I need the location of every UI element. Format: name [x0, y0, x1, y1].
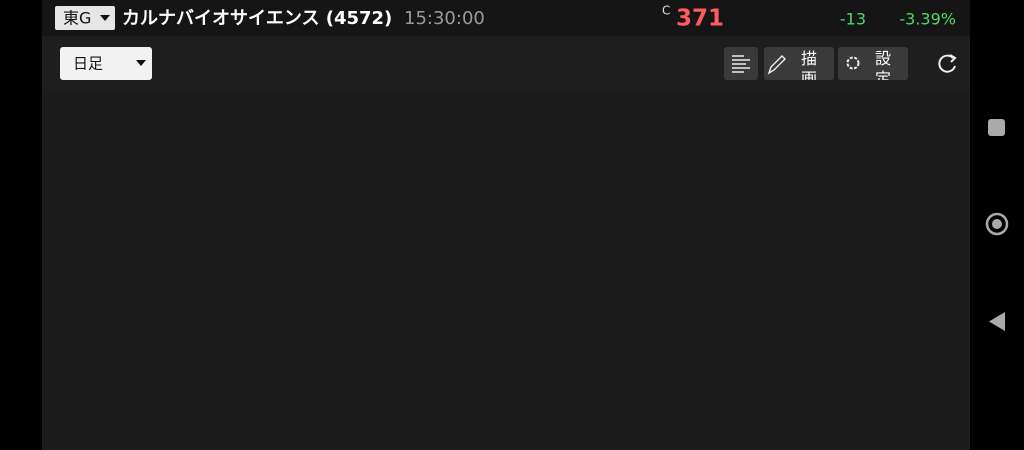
price: 371 — [676, 6, 724, 32]
nav-recents[interactable] — [988, 119, 1005, 136]
market: 東G — [63, 9, 91, 28]
draw-button[interactable] — [764, 47, 834, 80]
settings-label-group: 設定 — [875, 49, 891, 88]
header-bar — [42, 0, 970, 36]
nav-home[interactable] — [985, 212, 1009, 236]
period-selector[interactable] — [60, 47, 152, 80]
chart-area — [42, 90, 970, 450]
gear-icon — [846, 56, 860, 70]
dropdown-arrow — [100, 15, 110, 21]
draw-label-group: 描画 — [801, 49, 817, 88]
nav-home-dot — [992, 219, 1002, 229]
price-flag: C — [662, 4, 670, 18]
dropdown-arrow — [136, 60, 146, 66]
settings-label: 設定 — [875, 49, 891, 88]
settings-button[interactable] — [838, 47, 908, 80]
draw-label: 描画 — [801, 49, 817, 88]
change: -13 — [840, 10, 866, 29]
nav-back[interactable] — [989, 312, 1005, 331]
stock-name: カルナバイオサイエンス (4572) — [122, 8, 392, 29]
change-pct: -3.39% — [899, 10, 956, 29]
pencil-icon — [767, 55, 786, 75]
refresh-arrow — [949, 54, 957, 63]
list-icon — [732, 55, 750, 73]
market-selector[interactable] — [55, 6, 115, 30]
refresh-icon[interactable] — [938, 54, 956, 73]
period: 日足 — [73, 55, 103, 73]
time: 15:30:00 — [404, 8, 485, 29]
